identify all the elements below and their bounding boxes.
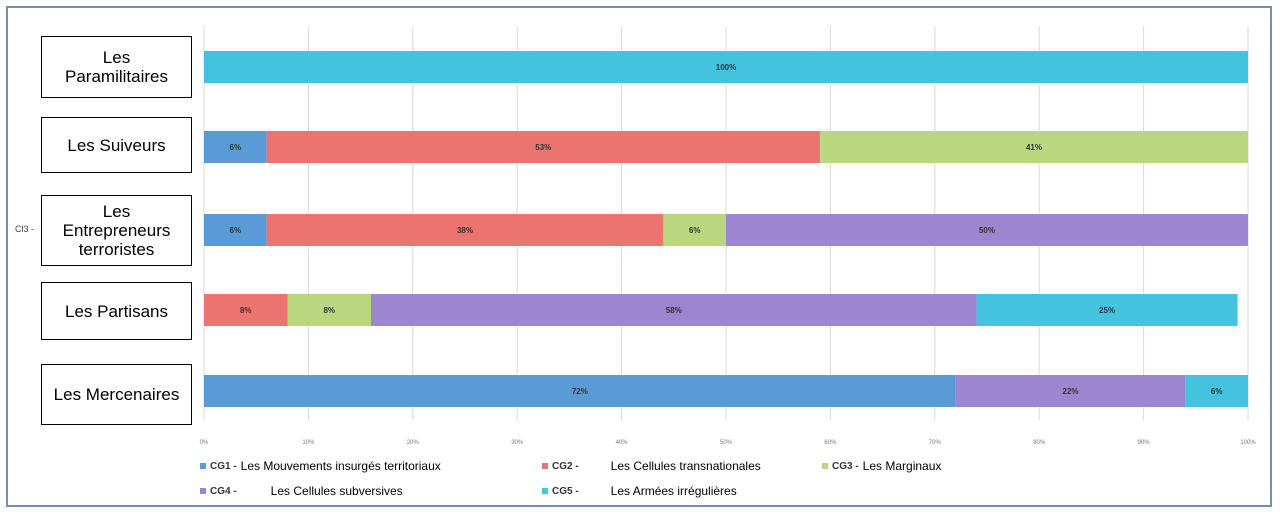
legend-item: CG1 - Les Mouvements insurgés territoriau…	[200, 459, 441, 473]
legend-swatch	[200, 488, 206, 494]
category-label-box: Les Suiveurs	[41, 117, 192, 173]
category-label-box: Les Paramilitaires	[41, 36, 192, 98]
x-tick-label: 40%	[616, 440, 629, 446]
legend-swatch	[822, 463, 828, 469]
legend-code: CG3 -	[832, 460, 859, 472]
x-tick-label: 90%	[1138, 440, 1151, 446]
bar-value-label: 25%	[1099, 306, 1115, 315]
category-label: Les Paramilitaires	[65, 48, 168, 86]
bar-segment	[819, 131, 1248, 163]
x-tick-label: 100%	[1240, 440, 1256, 446]
chart-frame	[6, 6, 1272, 507]
legend-swatch	[542, 463, 548, 469]
x-tick-label: 50%	[720, 440, 733, 446]
bar-segment	[371, 294, 977, 326]
legend-item: CG3 - Les Marginaux	[822, 459, 941, 473]
legend-item: CG2 - Les Cellules transnationales	[542, 459, 761, 473]
category-label-box: Les Partisans	[41, 282, 192, 340]
bar-segment	[1185, 375, 1248, 407]
x-tick-label: 80%	[1033, 440, 1046, 446]
bar-value-label: 72%	[572, 387, 588, 396]
bar-segment	[955, 375, 1186, 407]
legend-label: Les Cellules subversives	[270, 484, 403, 498]
legend-label: Les Marginaux	[862, 459, 942, 473]
legend-label: Les Mouvements insurgés territoriaux	[240, 459, 441, 473]
bar-value-label: 50%	[979, 226, 995, 235]
x-tick-label: 20%	[407, 440, 420, 446]
bar-segment	[204, 294, 288, 326]
legend-code: CG2 -	[552, 460, 579, 472]
legend-swatch	[542, 488, 548, 494]
bar-segment	[726, 214, 1248, 246]
bar-value-label: 100%	[716, 63, 736, 72]
bar-segment	[663, 214, 726, 246]
bar-value-label: 6%	[230, 143, 242, 152]
x-tick-label: 70%	[929, 440, 942, 446]
x-tick-label: 30%	[511, 440, 524, 446]
legend-code: CG4 -	[210, 485, 237, 497]
category-label: Les Entrepreneurs terroristes	[62, 202, 171, 259]
x-tick-label: 10%	[302, 440, 315, 446]
bar-segment	[204, 51, 1248, 83]
bar-segment	[204, 375, 956, 407]
bar-value-label: 41%	[1026, 143, 1042, 152]
bar-segment	[266, 131, 820, 163]
legend-code: CG5 -	[552, 485, 579, 497]
bar-value-label: 53%	[535, 143, 551, 152]
bar-value-label: 6%	[689, 226, 701, 235]
bar-segment	[266, 214, 664, 246]
bar-value-label: 6%	[1211, 387, 1223, 396]
bar-segment	[287, 294, 372, 326]
x-tick-label: 0%	[200, 440, 209, 446]
category-label-box: Les Entrepreneurs terroristes	[41, 195, 192, 266]
bar-value-label: 38%	[457, 226, 473, 235]
category-label: Les Mercenaires	[53, 385, 180, 404]
legend-code: CG1 -	[210, 460, 237, 472]
category-label-box: Les Mercenaires	[41, 364, 192, 425]
x-tick-label: 60%	[824, 440, 837, 446]
legend-label: Les Armées irrégulières	[610, 484, 737, 498]
bar-segment	[204, 131, 267, 163]
bar-value-label: 8%	[323, 306, 335, 315]
bar-value-label: 22%	[1063, 387, 1079, 396]
bar-segment	[204, 214, 267, 246]
side-axis-label: Cl3 -	[15, 224, 35, 234]
bar-value-label: 8%	[240, 306, 252, 315]
legend-item: CG4 - Les Cellules subversives	[200, 484, 403, 498]
bar-segment	[976, 294, 1238, 326]
legend-item: CG5 - Les Armées irrégulières	[542, 484, 737, 498]
bar-value-label: 58%	[666, 306, 682, 315]
bar-value-label: 6%	[230, 226, 242, 235]
category-label: Les Suiveurs	[67, 135, 166, 155]
category-label: Les Partisans	[65, 301, 168, 321]
legend-label: Les Cellules transnationales	[610, 459, 761, 473]
legend-swatch	[200, 463, 206, 469]
